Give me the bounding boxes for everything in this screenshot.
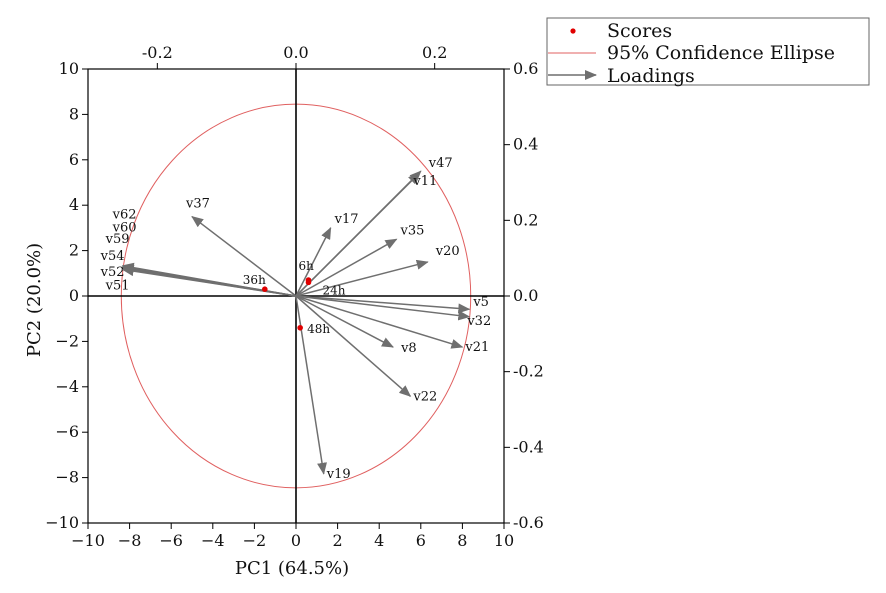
loading-label-v17: v17	[334, 212, 359, 227]
loading-label-v11: v11	[412, 174, 437, 189]
x-tick-label: −4	[201, 531, 225, 550]
right-tick-label: -0.6	[513, 513, 544, 532]
score-label-24h: 24h	[322, 283, 345, 297]
x-tick-label: 6	[416, 531, 426, 550]
loading-arrow-v32	[295, 295, 471, 321]
loading-label-v62: v62	[112, 208, 137, 223]
score-point-24h	[305, 279, 312, 286]
loading-label-v32: v32	[466, 314, 491, 329]
top-tick-label: -0.2	[142, 43, 173, 62]
score-label-48h: 48h	[307, 322, 330, 336]
x-tick-label: 8	[457, 531, 467, 550]
right-tick-label: 0.2	[513, 210, 538, 229]
loading-label-v52: v52	[100, 265, 125, 280]
legend-scores-label: Scores	[607, 20, 672, 42]
left-axis: −10 −8 −6 −4 −2 0 2 4 6 8 10	[45, 59, 88, 532]
top-axis: -0.2 0.0 0.2	[142, 43, 447, 69]
x-tick-label: 0	[291, 531, 301, 550]
score-point-36h	[262, 286, 268, 292]
loading-arrow-v5	[295, 295, 471, 314]
loading-arrow-v20	[295, 259, 429, 297]
loading-label-v20: v20	[435, 244, 460, 259]
right-tick-label: 0.4	[513, 135, 538, 154]
y-tick-label: −10	[45, 513, 79, 532]
right-tick-label: 0.6	[513, 59, 538, 78]
right-tick-label: -0.4	[513, 437, 544, 456]
bottom-axis: −10 −8 −6 −4 −2 0 2 4 6 8 10	[71, 523, 514, 550]
loading-label-v21: v21	[464, 340, 489, 355]
loading-arrow-v21	[295, 295, 464, 349]
y-axis-title: PC2 (20.0%)	[24, 243, 45, 357]
y-tick-label: 4	[69, 195, 79, 214]
legend-scores-marker	[570, 28, 576, 34]
y-tick-label: −6	[55, 422, 79, 441]
loading-label-v19: v19	[326, 467, 351, 482]
x-tick-label: −8	[118, 531, 142, 550]
legend-loadings-label: Loadings	[607, 65, 695, 87]
legend: Scores 95% Confidence Ellipse Loadings	[546, 17, 870, 87]
loading-label-v47: v47	[428, 156, 453, 171]
top-tick-label: 0.0	[283, 43, 308, 62]
y-tick-label: −2	[55, 331, 79, 350]
loading-label-v35: v35	[400, 223, 425, 238]
y-tick-label: 6	[69, 150, 79, 169]
loading-arrow-v51	[121, 266, 297, 297]
loading-arrow-v22	[295, 295, 412, 397]
loading-label-v51: v51	[105, 279, 130, 294]
score-label-6h: 6h	[298, 259, 314, 273]
top-tick-label: 0.2	[422, 43, 447, 62]
loading-label-v22: v22	[412, 389, 437, 404]
loading-label-v37: v37	[185, 197, 210, 212]
right-tick-label: 0.0	[513, 286, 538, 305]
x-tick-label: 10	[494, 531, 514, 550]
x-tick-label: 2	[333, 531, 343, 550]
y-tick-label: 0	[69, 286, 79, 305]
loading-label-v8: v8	[400, 341, 417, 356]
x-tick-label: 4	[374, 531, 384, 550]
y-tick-label: −4	[55, 377, 79, 396]
x-tick-label: −6	[159, 531, 183, 550]
loading-arrow-v37	[191, 215, 297, 297]
loading-label-v5: v5	[472, 295, 489, 310]
score-point-48h	[297, 324, 303, 331]
y-tick-label: −8	[55, 468, 79, 487]
y-tick-label: 2	[69, 241, 79, 260]
loading-arrow-v8	[295, 295, 394, 348]
legend-box	[546, 17, 870, 86]
x-axis-title: PC1 (64.5%)	[235, 558, 349, 579]
loading-arrow-v35	[295, 238, 398, 297]
loading-arrow-v17	[295, 227, 332, 297]
right-tick-label: -0.2	[513, 362, 544, 381]
loading-label-v60: v60	[112, 220, 137, 235]
x-tick-label: −10	[71, 531, 105, 550]
loading-label-v54: v54	[100, 249, 125, 264]
loading-arrow-v11	[295, 172, 421, 297]
x-tick-label: −2	[243, 531, 267, 550]
loading-label-v59: v59	[105, 232, 130, 247]
y-tick-label: 8	[69, 104, 79, 123]
right-axis: 0.6 0.4 0.2 0.0 -0.2 -0.4 -0.6	[504, 59, 544, 532]
score-label-36h: 36h	[243, 273, 266, 287]
legend-ellipse-label: 95% Confidence Ellipse	[607, 42, 835, 64]
scores-layer: 6h 24h 36h 48h	[243, 259, 346, 336]
y-tick-label: 10	[59, 59, 79, 78]
